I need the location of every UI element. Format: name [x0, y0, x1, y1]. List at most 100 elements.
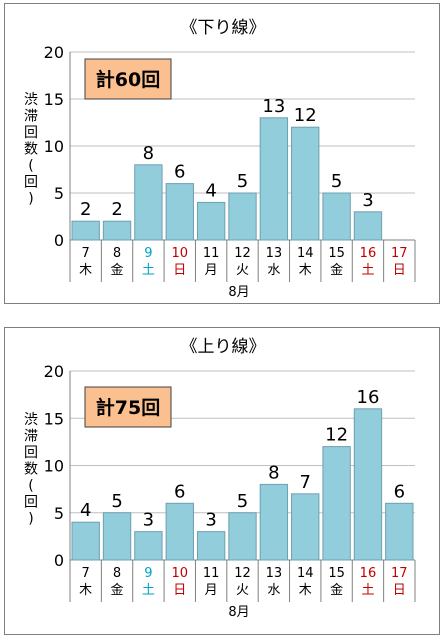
x-weekday-label: 日: [393, 583, 406, 598]
x-weekday-label: 月: [205, 263, 218, 278]
y-tick-label: 10: [44, 457, 64, 476]
x-weekday-label: 金: [111, 262, 124, 278]
x-weekday-label: 日: [393, 263, 406, 278]
bar-12: [228, 512, 257, 561]
x-axis-label: 8月: [228, 605, 249, 620]
y-tick-label: 15: [44, 409, 64, 428]
data-label: 6: [394, 481, 405, 502]
x-weekday-label: 土: [142, 263, 155, 278]
bar-9: [134, 531, 163, 561]
data-label: 2: [111, 199, 122, 220]
x-weekday-label: 月: [205, 583, 218, 598]
total-label: 計60回: [96, 68, 160, 91]
data-label: 12: [325, 425, 348, 446]
data-label: 8: [268, 462, 279, 483]
bar-16: [353, 211, 383, 241]
x-tick-label: 12: [234, 566, 251, 581]
x-tick-label: 17: [391, 566, 408, 581]
x-tick-label: 17: [391, 246, 408, 261]
total-box: [84, 58, 172, 100]
y-tick-label: 20: [44, 43, 64, 62]
bar-8: [102, 220, 132, 241]
bar-11: [196, 531, 226, 561]
y-tick-label: 15: [44, 90, 64, 109]
bar-13: [259, 117, 289, 241]
x-weekday-label: 金: [330, 582, 343, 598]
x-tick-label: 9: [144, 246, 152, 261]
x-tick-label: 14: [297, 566, 314, 581]
data-label: 5: [331, 171, 342, 192]
x-tick-label: 16: [360, 246, 377, 261]
bar-7: [71, 521, 100, 561]
x-tick-label: 8: [113, 246, 121, 261]
data-label: 5: [237, 171, 248, 192]
bar-8: [102, 512, 132, 561]
bar-9: [134, 164, 163, 241]
bar-17: [385, 502, 414, 561]
chart-title: 《上り線》: [181, 337, 266, 357]
x-weekday-label: 木: [79, 263, 92, 278]
x-tick-label: 11: [203, 246, 220, 261]
data-label: 12: [294, 105, 317, 126]
x-tick-label: 10: [171, 246, 188, 261]
bar-14: [291, 126, 320, 241]
x-axis-label: 8月: [228, 285, 249, 300]
bar-10: [165, 502, 194, 561]
data-label: 5: [111, 491, 122, 512]
x-tick-label: 7: [82, 246, 90, 261]
data-label: 4: [80, 500, 91, 521]
x-weekday-label: 金: [111, 582, 124, 598]
x-tick-label: 8: [113, 566, 121, 581]
y-tick-label: 5: [54, 504, 64, 523]
bar-16: [353, 408, 383, 561]
x-tick-label: 15: [328, 246, 345, 261]
x-weekday-label: 日: [173, 583, 186, 598]
bar-10: [165, 183, 194, 241]
chart-title: 《下り線》: [181, 18, 266, 38]
y-tick-label: 10: [44, 137, 64, 156]
data-label: 16: [357, 387, 380, 408]
x-tick-label: 9: [144, 566, 152, 581]
x-tick-label: 12: [234, 246, 251, 261]
y-tick-label: 0: [54, 551, 64, 570]
x-weekday-label: 土: [361, 263, 374, 278]
data-label: 5: [237, 491, 248, 512]
y-tick-label: 20: [44, 362, 64, 381]
total-label: 計75回: [96, 396, 160, 419]
x-weekday-label: 金: [330, 262, 343, 278]
y-axis-label: 渋滞回数(回): [24, 92, 38, 207]
chart-panel-down: 《下り線》 渋滞回数(回) 0 5 10 15 20 2 2 8 6 4 5 13 12 5 3 計60回 7 木 8 金…: [4, 3, 440, 304]
bar-7: [71, 220, 100, 241]
bar-11: [196, 201, 226, 241]
data-label: 4: [205, 180, 216, 201]
x-tick-label: 14: [297, 246, 314, 261]
bar-14: [291, 493, 320, 561]
x-tick-label: 10: [171, 566, 188, 581]
y-axis-label: 渋滞回数(回): [24, 412, 38, 527]
x-tick-label: 15: [328, 566, 345, 581]
x-weekday-label: 木: [299, 583, 312, 598]
bar-12: [228, 192, 257, 241]
data-label: 3: [362, 190, 373, 211]
data-label: 8: [143, 143, 154, 164]
x-tick-label: 7: [82, 566, 90, 581]
x-weekday-label: 水: [267, 583, 280, 598]
x-weekday-label: 木: [299, 263, 312, 278]
bar-13: [259, 483, 289, 561]
x-tick-label: 13: [266, 246, 283, 261]
y-tick-label: 5: [54, 184, 64, 203]
x-weekday-label: 土: [361, 583, 374, 598]
x-weekday-label: 日: [173, 263, 186, 278]
total-box: [84, 386, 172, 428]
y-tick-label: 0: [54, 231, 64, 250]
data-label: 13: [262, 96, 285, 117]
bar-15: [322, 446, 351, 561]
x-weekday-label: 木: [79, 583, 92, 598]
data-label: 2: [80, 199, 91, 220]
chart-panel-up: 《上り線》 渋滞回数(回) 0 5 10 15 20 4 5 3 6 3 5 8 7 12 16 6 計75回 7 木 8…: [4, 327, 440, 635]
x-weekday-label: 水: [267, 263, 280, 278]
x-tick-label: 13: [266, 566, 283, 581]
data-label: 7: [300, 472, 311, 493]
